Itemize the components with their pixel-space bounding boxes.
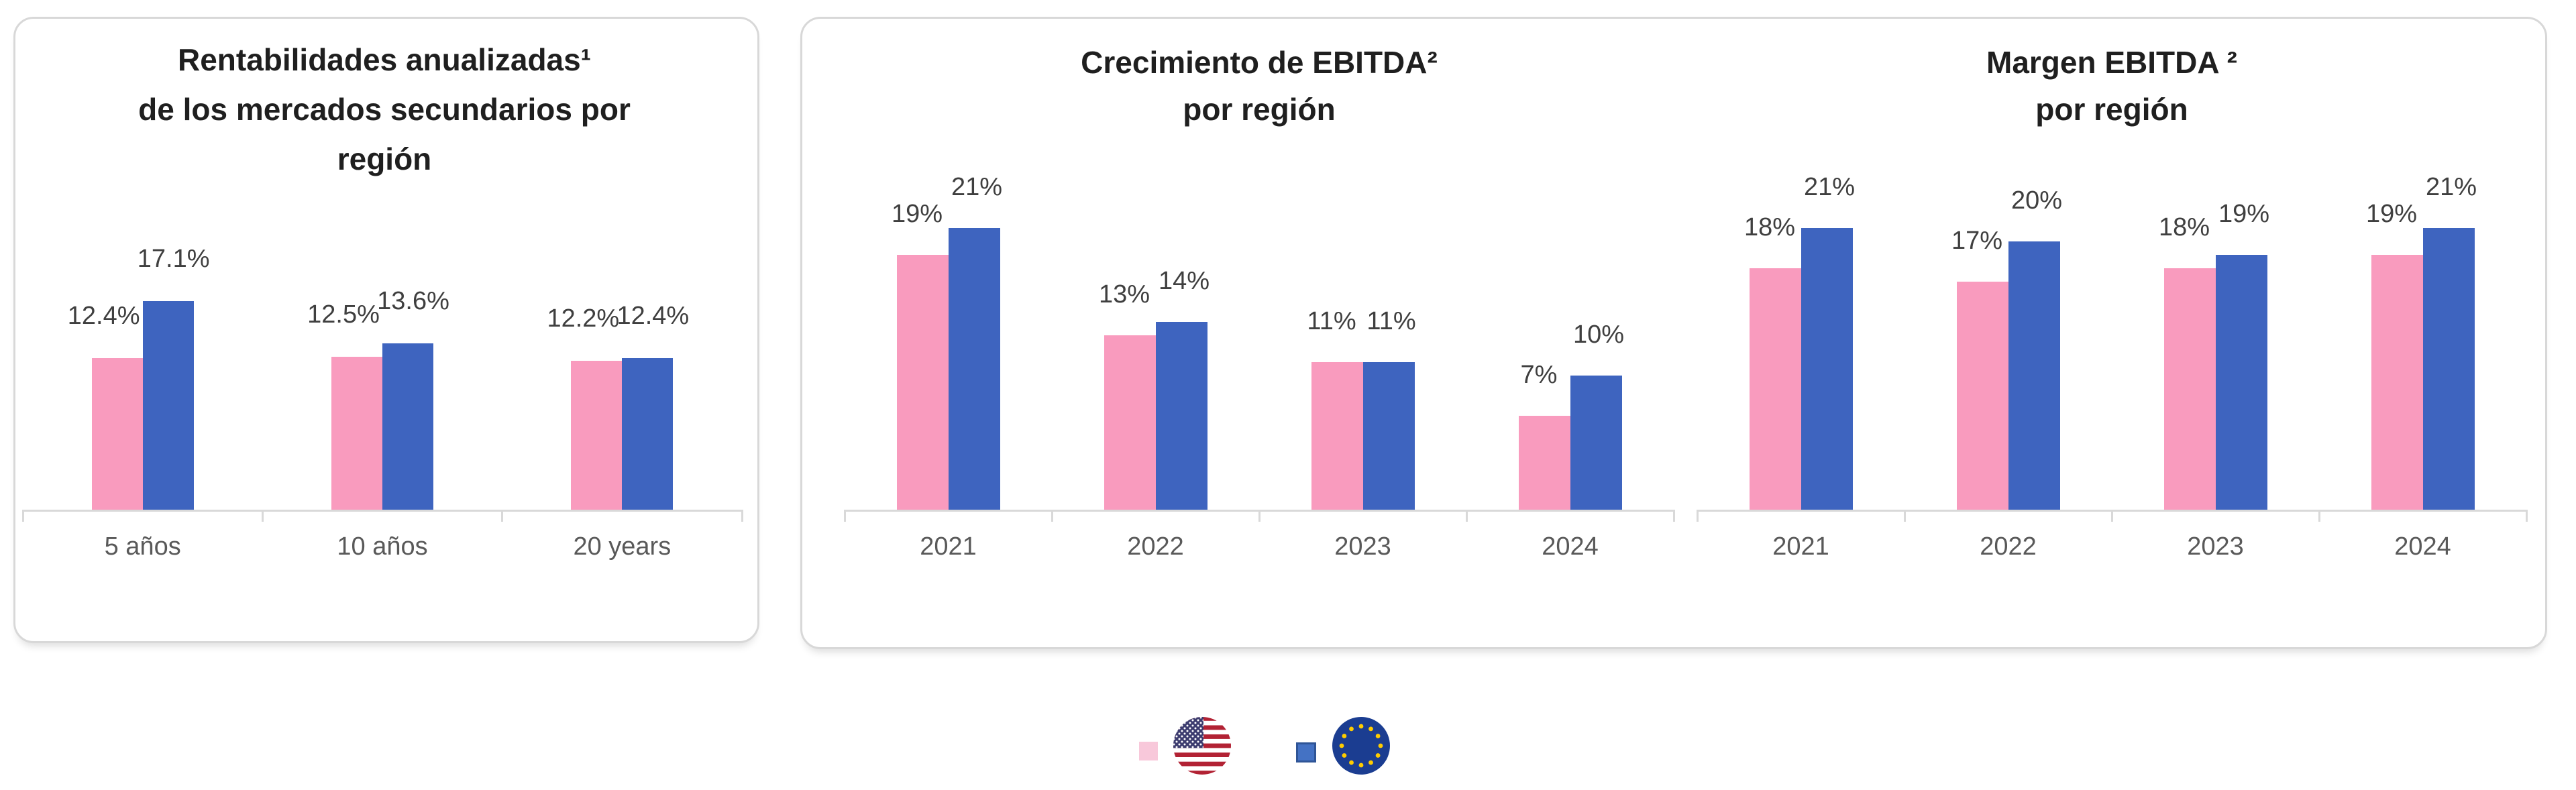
ebitda-margin-x-axis-tick — [2525, 510, 2528, 522]
secondary-market-returns-bar-us-5 años — [91, 358, 143, 510]
ebitda-margin-x-axis-tick — [2110, 510, 2113, 522]
ebitda-growth-x-axis-tick — [1465, 510, 1468, 522]
ebitda-margin-chart-title: Margen EBITDA ² por región — [1776, 39, 2447, 133]
secondary-market-returns-data-label-us-20 years: 12.2% — [547, 304, 620, 333]
ebitda-growth-data-label-eu-2021: 21% — [951, 173, 1003, 201]
ebitda-growth-x-axis-tick — [1258, 510, 1260, 522]
ebitda-margin-bar-eu-2022 — [2008, 241, 2060, 510]
secondary-market-returns-bar-eu-5 años — [142, 301, 194, 510]
secondary-market-returns-data-label-us-5 años: 12.4% — [67, 302, 140, 330]
secondary-market-returns-x-tick-label: 20 years — [573, 532, 672, 561]
us-flag-icon — [1173, 717, 1231, 775]
ebitda-growth-x-tick-label: 2022 — [1127, 532, 1184, 561]
secondary-market-returns-x-axis-tick — [741, 510, 743, 522]
ebitda-growth-data-label-us-2024: 7% — [1520, 361, 1558, 389]
ebitda-growth-bar-eu-2022 — [1155, 322, 1208, 510]
secondary-market-returns-x-axis-tick — [261, 510, 264, 522]
growth-title-line-2: por región — [1183, 92, 1336, 127]
returns-title-line-1: Rentabilidades anualizadas¹ — [177, 42, 592, 77]
ebitda-growth-data-label-us-2021: 19% — [891, 200, 943, 228]
ebitda-margin-bar-us-2023 — [2163, 268, 2216, 510]
ebitda-margin-data-label-us-2024: 19% — [2365, 200, 2418, 228]
ebitda-growth-data-label-eu-2022: 14% — [1158, 267, 1210, 295]
ebitda-growth-data-label-us-2022: 13% — [1098, 280, 1150, 308]
ebitda-growth-x-axis-tick — [1672, 510, 1675, 522]
secondary-market-returns-data-label-eu-5 años: 17.1% — [137, 245, 210, 273]
ebitda-growth-bar-eu-2023 — [1362, 362, 1415, 510]
ebitda-growth-bar-eu-2024 — [1570, 376, 1622, 510]
ebitda-margin-data-label-eu-2023: 19% — [2218, 200, 2270, 228]
secondary-market-returns-x-tick-label: 5 años — [104, 532, 181, 561]
legend-us-swatch — [1139, 742, 1158, 760]
ebitda-growth-data-label-eu-2024: 10% — [1572, 321, 1625, 349]
returns-title-line-2: de los mercados secundarios por — [138, 92, 631, 127]
ebitda-growth-bar-us-2022 — [1104, 335, 1156, 510]
ebitda-growth-bar-eu-2021 — [948, 228, 1000, 510]
margin-title-line-2: por región — [2035, 92, 2188, 127]
ebitda-growth-x-tick-label: 2024 — [1542, 532, 1599, 561]
ebitda-margin-x-tick-label: 2023 — [2187, 532, 2244, 561]
secondary-market-returns-data-label-eu-20 years: 12.4% — [616, 302, 690, 330]
secondary-market-returns-x-tick-label: 10 años — [337, 532, 428, 561]
ebitda-margin-x-axis-tick — [1903, 510, 1906, 522]
returns-title-line-3: región — [337, 142, 432, 176]
secondary-market-returns-bar-us-10 años — [331, 357, 382, 510]
ebitda-margin-x-tick-label: 2021 — [1772, 532, 1829, 561]
ebitda-margin-data-label-eu-2021: 21% — [1803, 173, 1856, 201]
ebitda-growth-data-label-eu-2023: 11% — [1366, 307, 1416, 335]
ebitda-margin-data-label-us-2022: 17% — [1951, 227, 2003, 255]
ebitda-growth-x-axis-tick — [843, 510, 846, 522]
returns-chart-title: Rentabilidades anualizadas¹ de los merca… — [49, 35, 720, 184]
returns-card — [13, 17, 759, 643]
ebitda-margin-x-axis-tick — [1696, 510, 1699, 522]
eu-flag-icon — [1332, 717, 1390, 775]
ebitda-growth-bar-us-2024 — [1518, 416, 1570, 510]
ebitda-margin-bar-eu-2023 — [2215, 255, 2267, 510]
ebitda-growth-x-tick-label: 2021 — [920, 532, 977, 561]
ebitda-growth-chart-title: Crecimiento de EBITDA² por región — [924, 39, 1595, 133]
secondary-market-returns-bar-us-20 years — [571, 361, 623, 510]
ebitda-margin-x-tick-label: 2024 — [2394, 532, 2451, 561]
legend-eu-swatch — [1296, 742, 1316, 763]
ebitda-margin-bar-us-2022 — [1956, 282, 2008, 510]
growth-title-line-1: Crecimiento de EBITDA² — [1081, 45, 1438, 80]
ebitda-growth-bar-us-2023 — [1311, 362, 1363, 510]
ebitda-growth-data-label-us-2023: 11% — [1307, 307, 1356, 335]
ebitda-growth-x-axis-tick — [1051, 510, 1053, 522]
margin-title-line-1: Margen EBITDA ² — [1986, 45, 2237, 80]
ebitda-margin-data-label-eu-2022: 20% — [2010, 186, 2063, 215]
ebitda-margin-bar-us-2021 — [1749, 268, 1801, 510]
ebitda-margin-x-tick-label: 2022 — [1980, 532, 2037, 561]
ebitda-margin-data-label-us-2023: 18% — [2158, 213, 2210, 241]
secondary-market-returns-x-axis — [23, 510, 742, 512]
ebitda-margin-bar-us-2024 — [2371, 255, 2423, 510]
secondary-market-returns-x-axis-tick — [21, 510, 24, 522]
secondary-market-returns-data-label-eu-10 años: 13.6% — [377, 287, 449, 315]
ebitda-growth-x-tick-label: 2023 — [1334, 532, 1391, 561]
ebitda-margin-x-axis-tick — [2318, 510, 2320, 522]
ebitda-margin-bar-eu-2024 — [2422, 228, 2475, 510]
secondary-market-returns-bar-eu-10 años — [382, 343, 433, 510]
secondary-market-returns-data-label-us-10 años: 12.5% — [307, 300, 380, 329]
ebitda-growth-bar-us-2021 — [896, 255, 949, 510]
secondary-market-returns-bar-eu-20 years — [622, 358, 674, 510]
ebitda-margin-data-label-eu-2024: 21% — [2425, 173, 2477, 201]
ebitda-margin-data-label-us-2021: 18% — [1743, 213, 1796, 241]
ebitda-margin-bar-eu-2021 — [1801, 228, 1853, 510]
secondary-market-returns-x-axis-tick — [501, 510, 504, 522]
